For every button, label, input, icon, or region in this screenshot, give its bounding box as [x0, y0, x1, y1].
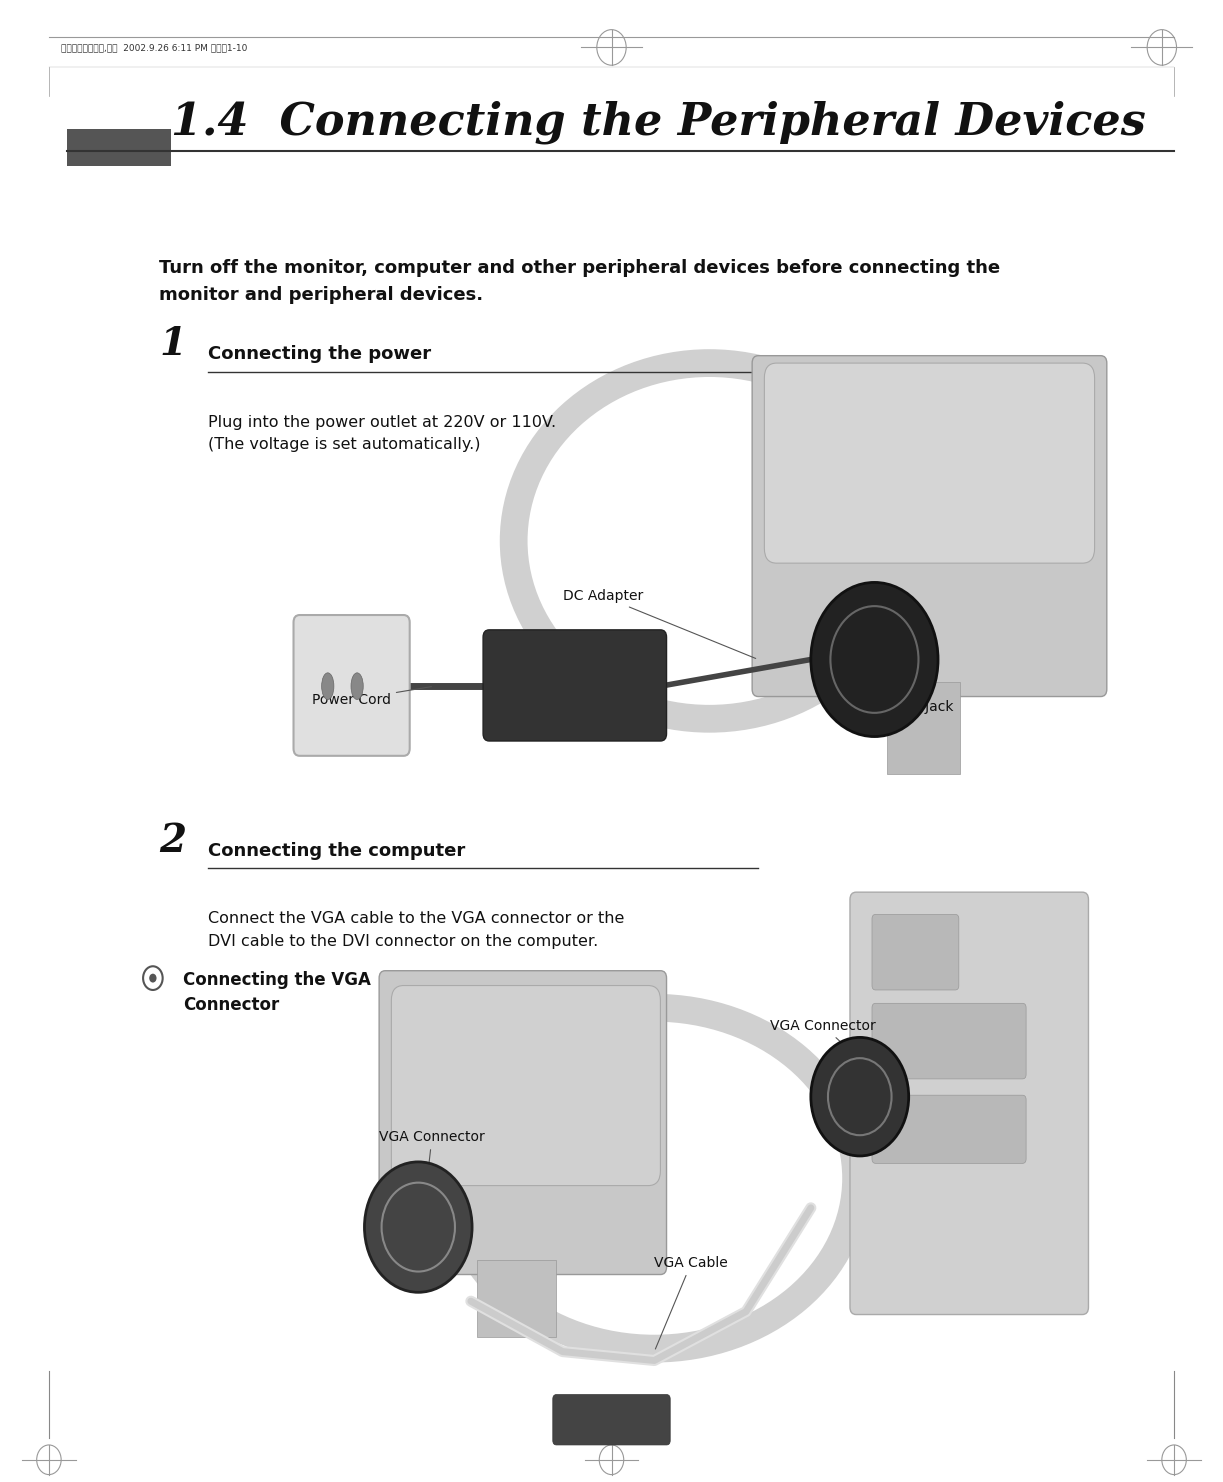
Text: 모니터사용설명서,영문  2002.9.26 6:11 PM 페이지1-10: 모니터사용설명서,영문 2002.9.26 6:11 PM 페이지1-10 — [61, 43, 247, 52]
FancyBboxPatch shape — [850, 892, 1088, 1315]
FancyBboxPatch shape — [379, 971, 667, 1275]
FancyBboxPatch shape — [391, 986, 660, 1186]
FancyBboxPatch shape — [67, 129, 171, 166]
Circle shape — [149, 974, 157, 983]
FancyBboxPatch shape — [553, 1395, 670, 1445]
FancyBboxPatch shape — [764, 363, 1095, 563]
Text: DC Adapter: DC Adapter — [563, 590, 756, 658]
Text: Turn off the monitor, computer and other peripheral devices before connecting th: Turn off the monitor, computer and other… — [159, 259, 1000, 304]
FancyBboxPatch shape — [752, 356, 1107, 697]
Text: Plug into the power outlet at 220V or 110V.
(The voltage is set automatically.): Plug into the power outlet at 220V or 11… — [208, 415, 556, 452]
FancyBboxPatch shape — [477, 1260, 556, 1337]
Text: VGA Connector: VGA Connector — [770, 1020, 876, 1058]
FancyBboxPatch shape — [872, 1003, 1026, 1079]
Ellipse shape — [351, 673, 363, 700]
Circle shape — [364, 1162, 472, 1292]
Text: Connecting the computer: Connecting the computer — [208, 842, 465, 860]
Circle shape — [811, 1037, 909, 1156]
FancyBboxPatch shape — [483, 630, 667, 741]
Text: Power Cord: Power Cord — [312, 686, 432, 707]
Text: 1: 1 — [159, 325, 186, 363]
Text: DC-IN Jack: DC-IN Jack — [881, 662, 953, 714]
Text: 1-10: 1-10 — [592, 1411, 631, 1426]
Text: 2: 2 — [159, 821, 186, 860]
FancyBboxPatch shape — [872, 1095, 1026, 1163]
Text: VGA Cable: VGA Cable — [654, 1257, 728, 1349]
FancyBboxPatch shape — [872, 914, 959, 990]
FancyBboxPatch shape — [887, 682, 960, 774]
Text: Connecting the power: Connecting the power — [208, 345, 430, 363]
Text: Connect the VGA cable to the VGA connector or the
DVI cable to the DVI connector: Connect the VGA cable to the VGA connect… — [208, 911, 624, 948]
Circle shape — [811, 582, 938, 737]
Text: Connecting the VGA
Connector: Connecting the VGA Connector — [183, 971, 372, 1014]
Text: 1.4  Connecting the Peripheral Devices: 1.4 Connecting the Peripheral Devices — [171, 101, 1146, 144]
FancyBboxPatch shape — [294, 615, 410, 756]
Text: VGA Connector: VGA Connector — [379, 1131, 484, 1254]
Ellipse shape — [322, 673, 334, 700]
